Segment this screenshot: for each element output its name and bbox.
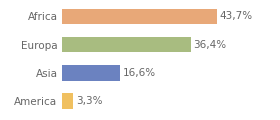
Text: 43,7%: 43,7% <box>220 11 253 21</box>
Bar <box>62 9 217 24</box>
Bar <box>62 37 191 52</box>
Text: 16,6%: 16,6% <box>123 68 157 78</box>
Bar <box>62 65 120 81</box>
Bar <box>62 93 73 109</box>
Text: 36,4%: 36,4% <box>193 40 227 50</box>
Text: 3,3%: 3,3% <box>76 96 103 106</box>
